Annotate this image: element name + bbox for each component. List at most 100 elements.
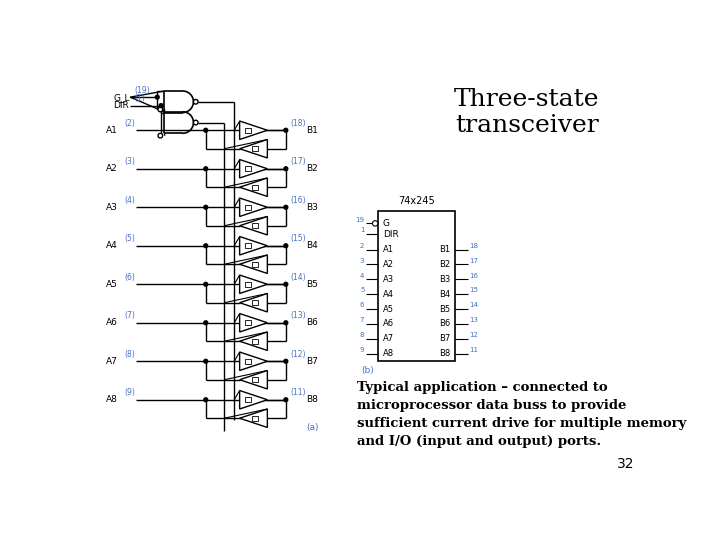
Text: A7: A7 xyxy=(383,334,394,343)
Bar xyxy=(252,377,258,382)
Text: A8: A8 xyxy=(383,349,394,358)
Text: 14: 14 xyxy=(469,302,478,308)
Bar xyxy=(246,320,251,325)
Polygon shape xyxy=(240,390,267,409)
Bar xyxy=(246,359,251,363)
Text: (9): (9) xyxy=(124,388,135,397)
Circle shape xyxy=(204,244,207,248)
Polygon shape xyxy=(240,121,267,139)
Circle shape xyxy=(156,95,159,99)
Circle shape xyxy=(204,359,207,363)
Text: (12): (12) xyxy=(290,350,306,359)
Polygon shape xyxy=(240,217,267,235)
Text: 15: 15 xyxy=(469,287,478,293)
Text: B2: B2 xyxy=(306,164,318,173)
Text: A1: A1 xyxy=(383,245,394,254)
Circle shape xyxy=(284,244,288,248)
Text: 1: 1 xyxy=(360,227,364,233)
Text: 12: 12 xyxy=(469,332,478,338)
Text: (7): (7) xyxy=(124,312,135,320)
Text: (4): (4) xyxy=(124,196,135,205)
Text: (6): (6) xyxy=(124,273,135,282)
Text: A2: A2 xyxy=(106,164,117,173)
Bar xyxy=(246,128,251,132)
Text: (1): (1) xyxy=(134,94,145,103)
Text: (5): (5) xyxy=(124,234,135,244)
Text: (17): (17) xyxy=(290,158,306,166)
Text: (b): (b) xyxy=(361,366,374,375)
Text: 2: 2 xyxy=(360,243,364,249)
Polygon shape xyxy=(240,255,267,273)
Circle shape xyxy=(284,167,288,171)
Text: A8: A8 xyxy=(106,395,117,404)
Text: DIR: DIR xyxy=(383,230,399,239)
Text: B6: B6 xyxy=(306,318,318,327)
Text: A3: A3 xyxy=(106,202,117,212)
Text: A1: A1 xyxy=(106,126,117,135)
Text: (11): (11) xyxy=(290,388,306,397)
Text: 4: 4 xyxy=(360,273,364,279)
Text: 32: 32 xyxy=(617,457,634,471)
Text: B3: B3 xyxy=(439,275,451,284)
Bar xyxy=(252,300,258,305)
Circle shape xyxy=(284,129,288,132)
Text: B4: B4 xyxy=(439,289,451,299)
Text: 6: 6 xyxy=(360,302,364,308)
Polygon shape xyxy=(240,314,267,332)
Text: (8): (8) xyxy=(124,350,135,359)
Text: B2: B2 xyxy=(439,260,451,269)
Text: 19: 19 xyxy=(356,217,364,222)
Polygon shape xyxy=(240,237,267,255)
Text: (2): (2) xyxy=(124,119,135,128)
Text: 18: 18 xyxy=(469,243,478,249)
Text: G: G xyxy=(383,219,390,228)
Text: 16: 16 xyxy=(469,273,478,279)
Text: A5: A5 xyxy=(106,280,117,289)
Bar xyxy=(252,224,258,228)
Circle shape xyxy=(204,205,207,209)
Text: DIR: DIR xyxy=(113,101,129,110)
Circle shape xyxy=(204,282,207,286)
Text: 7: 7 xyxy=(360,317,364,323)
Polygon shape xyxy=(240,275,267,294)
Bar xyxy=(252,339,258,343)
Circle shape xyxy=(158,107,163,112)
Text: B7: B7 xyxy=(306,357,318,366)
Circle shape xyxy=(284,359,288,363)
Bar xyxy=(252,262,258,267)
Circle shape xyxy=(158,133,163,138)
Text: B8: B8 xyxy=(306,395,318,404)
Text: A3: A3 xyxy=(383,275,394,284)
Bar xyxy=(378,211,455,361)
Text: Typical application – connected to
microprocessor data buss to provide
sufficien: Typical application – connected to micro… xyxy=(357,381,687,448)
Text: 8: 8 xyxy=(360,332,364,338)
Bar xyxy=(252,185,258,190)
Text: A4: A4 xyxy=(383,289,394,299)
Circle shape xyxy=(284,398,288,402)
Text: 74x245: 74x245 xyxy=(398,197,435,206)
Text: A5: A5 xyxy=(383,305,394,314)
Text: B1: B1 xyxy=(306,126,318,135)
Circle shape xyxy=(284,205,288,209)
Bar xyxy=(252,146,258,151)
Text: (18): (18) xyxy=(290,119,306,128)
Circle shape xyxy=(204,321,207,325)
Text: B8: B8 xyxy=(439,349,451,358)
Circle shape xyxy=(204,398,207,402)
Text: G_L: G_L xyxy=(113,93,130,102)
Circle shape xyxy=(194,120,198,125)
Circle shape xyxy=(159,104,163,107)
Text: B7: B7 xyxy=(439,334,451,343)
Text: (15): (15) xyxy=(290,234,306,244)
Text: B1: B1 xyxy=(439,245,451,254)
Text: 3: 3 xyxy=(360,258,364,264)
Polygon shape xyxy=(240,352,267,370)
Text: A6: A6 xyxy=(106,318,117,327)
Polygon shape xyxy=(240,178,267,197)
Bar xyxy=(246,166,251,171)
Bar xyxy=(246,397,251,402)
Text: B5: B5 xyxy=(306,280,318,289)
Text: (19): (19) xyxy=(134,86,150,95)
Bar xyxy=(246,244,251,248)
Text: B4: B4 xyxy=(306,241,318,250)
